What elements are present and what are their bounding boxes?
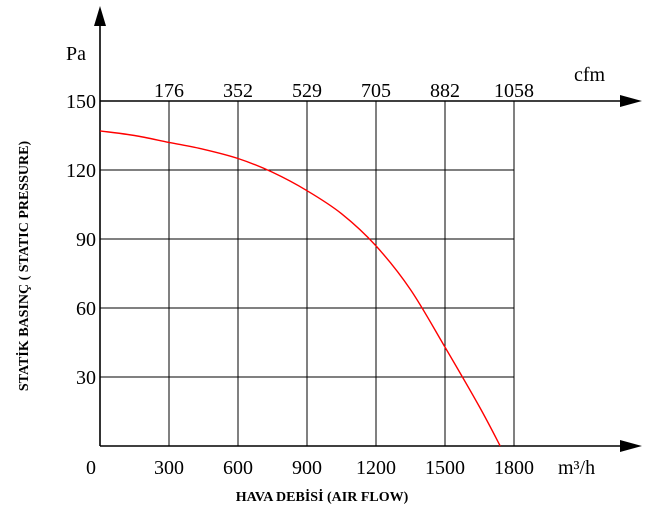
x-tick-label: 1500 (425, 457, 465, 479)
x-tick-label: 300 (154, 457, 184, 479)
pressure-curve (99, 130, 501, 447)
cfm-tick-label: 529 (292, 80, 322, 102)
y-axis-title: STATİK BASINÇ ( STATIC PRESSURE) (15, 141, 32, 392)
x-axis-arrow-icon (620, 440, 642, 452)
y-tick-label: 30 (76, 367, 96, 389)
y-tick-label: 60 (76, 298, 96, 320)
x-tick-label: 1200 (356, 457, 396, 479)
x-tick-label: 600 (223, 457, 253, 479)
y-tick-label: 150 (66, 91, 96, 113)
y-unit-label: Pa (66, 43, 86, 65)
x-tick-label: 1800 (494, 457, 534, 479)
cfm-axis-arrow-icon (620, 95, 642, 107)
axes (94, 6, 642, 452)
y-tick-label: 90 (76, 229, 96, 251)
x-tick-label: 900 (292, 457, 322, 479)
series-curves (99, 130, 501, 447)
x-axis-title: HAVA DEBİSİ (AIR FLOW) (236, 488, 409, 505)
cfm-tick-label: 176 (154, 80, 184, 102)
cfm-tick-label: 352 (223, 80, 253, 102)
x-unit-label: m³/h (558, 457, 595, 479)
y-tick-label: 120 (66, 160, 96, 182)
cfm-tick-label: 1058 (494, 80, 534, 102)
grid-lines (100, 101, 515, 446)
x2-unit-label: cfm (574, 64, 606, 86)
y-axis-arrow-icon (94, 6, 106, 26)
cfm-tick-label: 882 (430, 80, 460, 102)
cfm-tick-label: 705 (361, 80, 391, 102)
x-tick-label: 0 (86, 457, 96, 479)
